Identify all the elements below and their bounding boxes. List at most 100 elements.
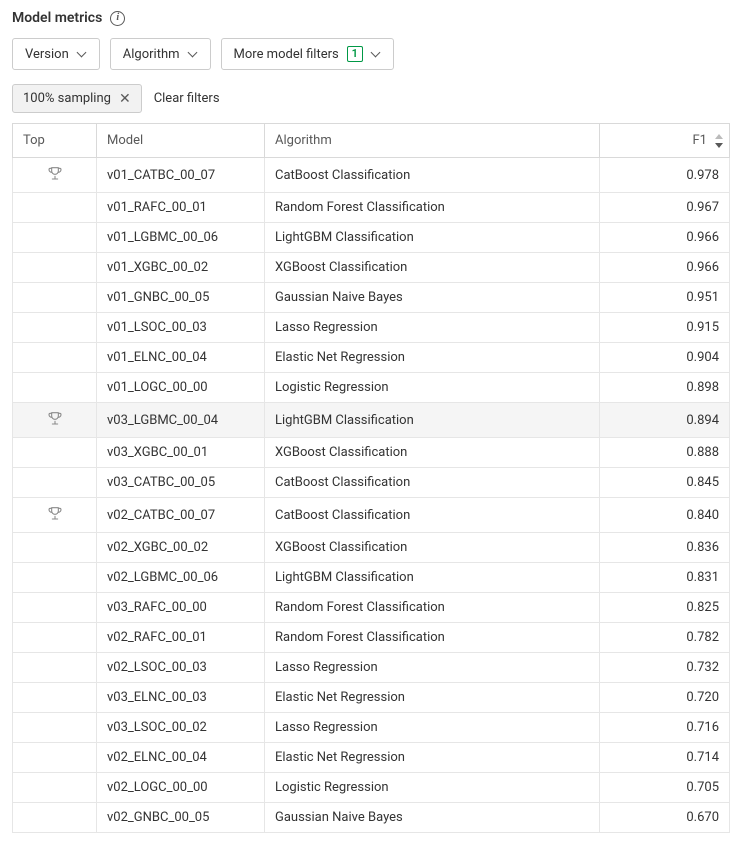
cell-top [13, 683, 97, 713]
cell-model: v02_LSOC_00_03 [97, 653, 265, 683]
cell-algorithm: Logistic Regression [265, 373, 600, 403]
table-row[interactable]: v03_LSOC_00_02Lasso Regression0.716 [13, 713, 730, 743]
cell-algorithm: Lasso Regression [265, 653, 600, 683]
cell-f1: 0.966 [600, 253, 730, 283]
cell-top [13, 713, 97, 743]
filters-row: Version Algorithm More model filters 1 [12, 38, 730, 70]
cell-algorithm: CatBoost Classification [265, 498, 600, 533]
cell-model: v02_ELNC_00_04 [97, 743, 265, 773]
cell-top [13, 743, 97, 773]
col-header-top[interactable]: Top [13, 124, 97, 158]
table-row[interactable]: v03_LGBMC_00_04LightGBM Classification0.… [13, 403, 730, 438]
table-row[interactable]: v03_CATBC_00_05CatBoost Classification0.… [13, 468, 730, 498]
table-row[interactable]: v01_ELNC_00_04Elastic Net Regression0.90… [13, 343, 730, 373]
table-row[interactable]: v02_LGBMC_00_06LightGBM Classification0.… [13, 563, 730, 593]
cell-f1: 0.904 [600, 343, 730, 373]
cell-model: v03_LSOC_00_02 [97, 713, 265, 743]
table-row[interactable]: v02_CATBC_00_07CatBoost Classification0.… [13, 498, 730, 533]
algorithm-dropdown-label: Algorithm [123, 47, 180, 62]
close-icon[interactable]: ✕ [119, 92, 131, 106]
filter-chip-label: 100% sampling [23, 91, 111, 106]
filter-chip-sampling[interactable]: 100% sampling ✕ [12, 84, 142, 113]
more-filters-label: More model filters [234, 47, 339, 62]
cell-f1: 0.825 [600, 593, 730, 623]
table-row[interactable]: v03_ELNC_00_03Elastic Net Regression0.72… [13, 683, 730, 713]
cell-model: v01_CATBC_00_07 [97, 158, 265, 193]
cell-algorithm: LightGBM Classification [265, 563, 600, 593]
cell-algorithm: Gaussian Naive Bayes [265, 803, 600, 833]
cell-f1: 0.888 [600, 438, 730, 468]
section-title: Model metrics [12, 10, 102, 26]
info-icon[interactable]: i [110, 11, 125, 26]
cell-f1: 0.951 [600, 283, 730, 313]
cell-top [13, 193, 97, 223]
table-row[interactable]: v01_LGBMC_00_06LightGBM Classification0.… [13, 223, 730, 253]
cell-f1: 0.894 [600, 403, 730, 438]
cell-algorithm: Elastic Net Regression [265, 343, 600, 373]
cell-algorithm: Logistic Regression [265, 773, 600, 803]
algorithm-dropdown[interactable]: Algorithm [110, 38, 211, 70]
table-row[interactable]: v01_XGBC_00_02XGBoost Classification0.96… [13, 253, 730, 283]
cell-algorithm: XGBoost Classification [265, 533, 600, 563]
cell-model: v01_LSOC_00_03 [97, 313, 265, 343]
cell-top [13, 438, 97, 468]
cell-top [13, 593, 97, 623]
table-row[interactable]: v01_LSOC_00_03Lasso Regression0.915 [13, 313, 730, 343]
cell-model: v02_LGBMC_00_06 [97, 563, 265, 593]
cell-model: v01_RAFC_00_01 [97, 193, 265, 223]
section-title-row: Model metrics i [12, 10, 730, 26]
table-row[interactable]: v01_CATBC_00_07CatBoost Classification0.… [13, 158, 730, 193]
table-row[interactable]: v01_GNBC_00_05Gaussian Naive Bayes0.951 [13, 283, 730, 313]
table-row[interactable]: v02_RAFC_00_01Random Forest Classificati… [13, 623, 730, 653]
cell-algorithm: CatBoost Classification [265, 158, 600, 193]
table-row[interactable]: v02_GNBC_00_05Gaussian Naive Bayes0.670 [13, 803, 730, 833]
table-row[interactable]: v03_XGBC_00_01XGBoost Classification0.88… [13, 438, 730, 468]
cell-algorithm: XGBoost Classification [265, 253, 600, 283]
table-header-row: Top Model Algorithm F1 [13, 124, 730, 158]
cell-f1: 0.831 [600, 563, 730, 593]
version-dropdown-label: Version [25, 47, 69, 62]
table-row[interactable]: v02_XGBC_00_02XGBoost Classification0.83… [13, 533, 730, 563]
cell-f1: 0.915 [600, 313, 730, 343]
cell-top [13, 563, 97, 593]
version-dropdown[interactable]: Version [12, 38, 100, 70]
cell-algorithm: Gaussian Naive Bayes [265, 283, 600, 313]
cell-f1: 0.720 [600, 683, 730, 713]
more-filters-dropdown[interactable]: More model filters 1 [221, 38, 394, 70]
cell-top [13, 158, 97, 193]
more-filters-badge: 1 [347, 46, 363, 62]
trophy-icon [47, 415, 63, 430]
cell-model: v01_LGBMC_00_06 [97, 223, 265, 253]
cell-f1: 0.836 [600, 533, 730, 563]
cell-f1: 0.782 [600, 623, 730, 653]
cell-f1: 0.898 [600, 373, 730, 403]
cell-algorithm: CatBoost Classification [265, 468, 600, 498]
table-row[interactable]: v01_RAFC_00_01Random Forest Classificati… [13, 193, 730, 223]
table-row[interactable]: v02_LSOC_00_03Lasso Regression0.732 [13, 653, 730, 683]
col-header-algorithm[interactable]: Algorithm [265, 124, 600, 158]
cell-top [13, 803, 97, 833]
cell-algorithm: LightGBM Classification [265, 223, 600, 253]
cell-f1: 0.978 [600, 158, 730, 193]
cell-top [13, 498, 97, 533]
cell-model: v02_XGBC_00_02 [97, 533, 265, 563]
cell-model: v02_GNBC_00_05 [97, 803, 265, 833]
cell-f1: 0.732 [600, 653, 730, 683]
table-row[interactable]: v02_LOGC_00_00Logistic Regression0.705 [13, 773, 730, 803]
models-table: Top Model Algorithm F1 v01_CATBC_00_07Ca… [12, 123, 730, 833]
cell-algorithm: Random Forest Classification [265, 623, 600, 653]
clear-filters-link[interactable]: Clear filters [154, 91, 220, 106]
table-row[interactable]: v01_LOGC_00_00Logistic Regression0.898 [13, 373, 730, 403]
cell-top [13, 468, 97, 498]
table-row[interactable]: v03_RAFC_00_00Random Forest Classificati… [13, 593, 730, 623]
cell-model: v01_ELNC_00_04 [97, 343, 265, 373]
cell-algorithm: Elastic Net Regression [265, 743, 600, 773]
col-header-f1-label: F1 [693, 133, 708, 148]
cell-top [13, 223, 97, 253]
table-row[interactable]: v02_ELNC_00_04Elastic Net Regression0.71… [13, 743, 730, 773]
cell-top [13, 653, 97, 683]
col-header-model[interactable]: Model [97, 124, 265, 158]
col-header-f1[interactable]: F1 [600, 124, 730, 158]
cell-top [13, 283, 97, 313]
cell-model: v03_LGBMC_00_04 [97, 403, 265, 438]
